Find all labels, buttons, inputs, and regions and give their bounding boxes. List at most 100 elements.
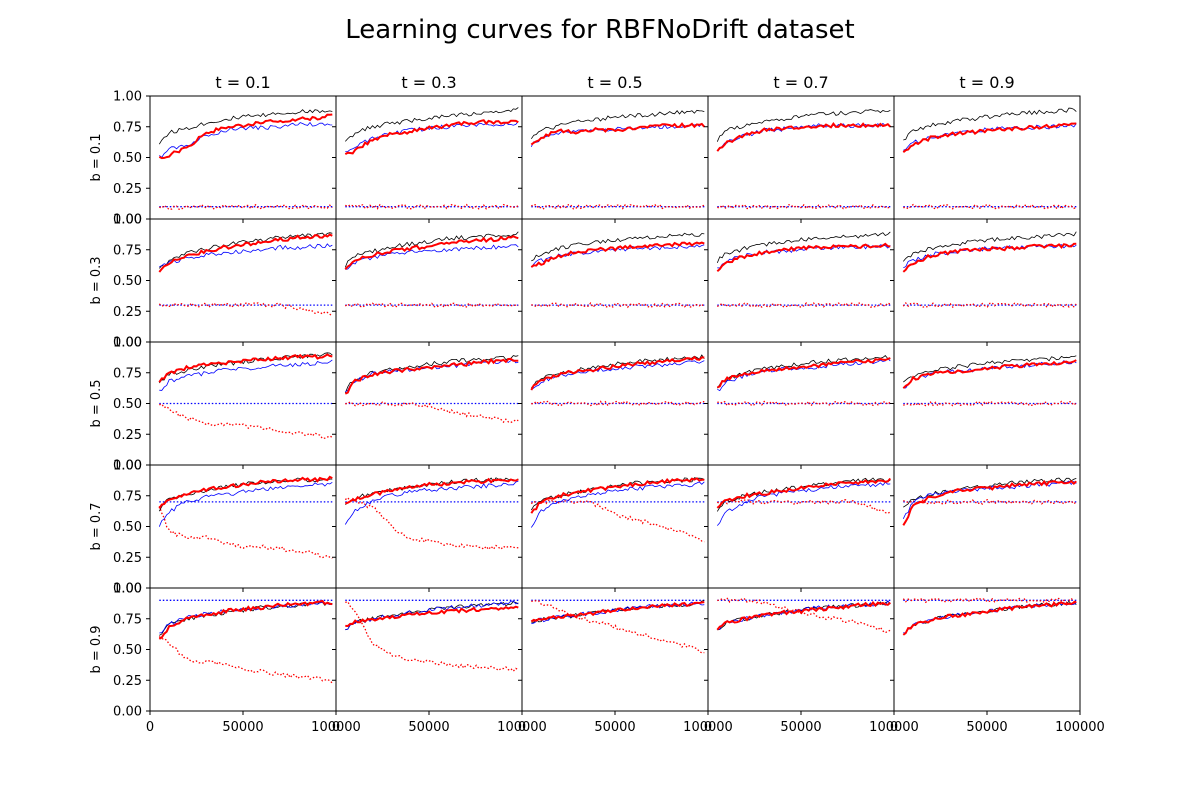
- y-tick-label: 0.00: [113, 705, 142, 720]
- series-red-dotted-r1-c1: [159, 203, 333, 211]
- series-black-r3-c3: [531, 354, 705, 389]
- subplot-r5-c2: 0 50000 100000: [332, 587, 547, 735]
- series-blue-r3-c1: [159, 359, 333, 391]
- series-black-r1-c5: [903, 107, 1077, 141]
- subplot-frame: [893, 95, 1081, 220]
- series-red-dotted-r3-c1: [159, 403, 333, 440]
- series-black-r2-c3: [531, 232, 705, 262]
- subplot-r4-c5: [890, 464, 1081, 592]
- series-blue-r1-c1: [159, 121, 333, 158]
- series-red-dotted-r2-c2: [344, 301, 519, 309]
- subplot-r3-c1: 0.00 0.25 0.50 0.75 1.00 b = 0.5: [89, 336, 337, 474]
- series-black-r2-c4: [716, 231, 891, 264]
- subplot-r2-c4: [704, 218, 895, 346]
- series-red-dotted-r4-c1: [158, 505, 333, 559]
- column-title-4: t = 0.7: [773, 73, 828, 92]
- series-red-r1-c3: [530, 122, 706, 146]
- row-label-2: b = 0.3: [89, 256, 104, 304]
- series-red-dotted-r4-c3: [530, 499, 705, 543]
- series-red-r4-c1: [158, 475, 333, 509]
- y-tick-label: 0.75: [113, 489, 142, 504]
- series-red-r3-c4: [716, 357, 891, 389]
- series-red-r5-c2: [345, 605, 519, 628]
- subplot-r4-c3: [518, 464, 709, 592]
- series-red-r2-c1: [158, 233, 333, 273]
- x-tick-label: 0: [332, 720, 340, 735]
- x-tick-label: 0: [890, 720, 898, 735]
- series-red-dotted-r5-c5: [902, 597, 1077, 604]
- y-tick-label: 1.00: [113, 336, 142, 351]
- series-blue-r5-c2: [345, 600, 519, 631]
- series-black-r4-c5: [903, 477, 1077, 508]
- series-red-dotted-r1-c3: [530, 203, 705, 210]
- x-tick-label: 50000: [408, 720, 449, 735]
- series-red-r4-c2: [344, 477, 519, 505]
- subplot-r3-c4: [704, 341, 895, 469]
- x-tick-label: 50000: [780, 720, 821, 735]
- series-red-r1-c5: [902, 122, 1077, 153]
- subplot-r4-c4: [704, 464, 895, 592]
- series-red-dotted-r1-c2: [345, 203, 519, 210]
- series-blue-r5-c3: [531, 601, 705, 625]
- subplot-frame: [149, 587, 337, 712]
- subplot-frame: [521, 95, 709, 220]
- series-red-r3-c2: [344, 357, 519, 395]
- subplot-r3-c5: [890, 341, 1081, 469]
- x-tick-label: 50000: [966, 720, 1007, 735]
- column-title-3: t = 0.5: [587, 73, 642, 92]
- series-red-dotted-r5-c2: [345, 600, 519, 673]
- series-red-dotted-r2-c1: [158, 302, 333, 317]
- series-red-r5-c1: [158, 599, 333, 640]
- x-tick-label: 100000: [869, 720, 919, 735]
- subplot-r2-c5: [890, 218, 1081, 346]
- series-blue-r4-c4: [717, 481, 891, 526]
- subplot-r5-c1: 0.00 0.25 0.50 0.75 1.00 0 50000 100000 b = 0.9: [89, 582, 361, 736]
- series-red-dotted-r1-c5: [903, 203, 1077, 210]
- series-red-r2-c2: [344, 234, 519, 270]
- x-tick-label: 100000: [683, 720, 733, 735]
- series-blue-r4-c2: [344, 480, 519, 525]
- y-tick-label: 0.75: [113, 366, 142, 381]
- y-tick-label: 0.00: [113, 336, 142, 351]
- subplot-r5-c3: 0 50000 100000: [518, 587, 733, 735]
- y-tick-label: 0.00: [113, 582, 142, 597]
- x-tick-label: 0: [518, 720, 526, 735]
- y-tick-label: 0.75: [113, 120, 142, 135]
- series-red-dotted-r1-c4: [717, 203, 891, 210]
- series-red-r3-c5: [902, 359, 1077, 389]
- series-red-r5-c5: [902, 600, 1077, 636]
- subplot-frame: [707, 95, 895, 220]
- series-red-r2-c4: [716, 242, 891, 273]
- series-red-r5-c4: [716, 600, 891, 631]
- series-red-r3-c1: [158, 353, 333, 383]
- subplot-frame: [893, 218, 1081, 343]
- y-tick-label: 0.00: [113, 459, 142, 474]
- series-red-r4-c5: [902, 479, 1077, 526]
- subplot-frame: [521, 218, 709, 343]
- series-red-r1-c4: [716, 121, 892, 152]
- x-tick-label: 0: [146, 720, 154, 735]
- y-tick-label: 0.25: [113, 428, 142, 443]
- y-tick-label: 0.25: [113, 551, 142, 566]
- subplot-r2-c2: [332, 218, 523, 346]
- series-red-dotted-r2-c3: [531, 301, 705, 309]
- subplot-r3-c2: [332, 341, 523, 469]
- series-red-r3-c3: [530, 355, 705, 391]
- y-tick-label: 0.50: [113, 520, 142, 535]
- series-black-r2-c2: [344, 231, 519, 268]
- series-blue-r1-c2: [345, 121, 519, 152]
- chart-title: Learning curves for RBFNoDrift dataset: [345, 15, 854, 45]
- subplot-r1-c5: t = 0.9: [890, 73, 1081, 223]
- series-red-dotted-r5-c4: [717, 597, 891, 634]
- row-label-4: b = 0.7: [89, 502, 104, 550]
- series-red-dotted-r5-c1: [158, 636, 333, 684]
- y-tick-label: 0.50: [113, 643, 142, 658]
- series-black-r4-c3: [530, 477, 705, 511]
- y-tick-label: 1.00: [113, 213, 142, 228]
- series-black-r3-c4: [716, 354, 891, 389]
- subplot-r1-c4: t = 0.7: [704, 73, 895, 223]
- row-label-5: b = 0.9: [89, 625, 104, 673]
- series-black-r1-c2: [345, 107, 519, 142]
- subplot-frame: [335, 95, 523, 220]
